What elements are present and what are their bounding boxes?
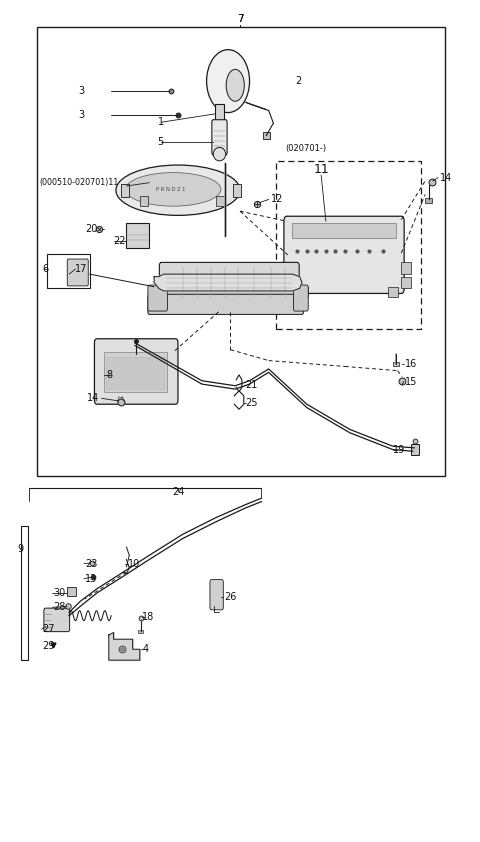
Bar <box>411 445 420 455</box>
Text: 21: 21 <box>245 380 257 390</box>
Text: 28: 28 <box>53 602 65 612</box>
Bar <box>297 287 308 296</box>
FancyBboxPatch shape <box>159 263 299 302</box>
Text: 2: 2 <box>295 76 301 86</box>
FancyBboxPatch shape <box>148 285 168 311</box>
Text: 6: 6 <box>42 264 48 274</box>
Bar <box>67 587 76 595</box>
Bar <box>47 254 90 288</box>
Text: 17: 17 <box>75 264 88 274</box>
Text: 12: 12 <box>271 195 283 205</box>
Text: 8: 8 <box>107 370 112 380</box>
Text: (020701-): (020701-) <box>285 144 326 152</box>
Text: 26: 26 <box>225 592 237 602</box>
Bar <box>276 161 421 328</box>
Text: 9: 9 <box>17 544 23 553</box>
Text: 3: 3 <box>79 109 85 120</box>
Text: (000510-020701)11: (000510-020701)11 <box>39 179 119 187</box>
Text: 3: 3 <box>79 86 85 96</box>
Bar <box>138 630 143 633</box>
Bar <box>263 132 270 139</box>
Bar <box>278 263 288 274</box>
Ellipse shape <box>116 165 240 216</box>
Polygon shape <box>154 274 302 291</box>
Text: 1: 1 <box>157 117 164 127</box>
Text: 15: 15 <box>405 376 417 386</box>
FancyBboxPatch shape <box>212 120 227 155</box>
Ellipse shape <box>206 50 250 113</box>
FancyBboxPatch shape <box>284 216 404 294</box>
Text: 22: 22 <box>114 237 126 247</box>
Ellipse shape <box>213 147 226 161</box>
Bar <box>291 223 396 238</box>
Bar <box>104 352 167 392</box>
Text: 14: 14 <box>441 173 453 183</box>
Bar <box>216 196 225 206</box>
Text: 10: 10 <box>128 559 140 568</box>
FancyBboxPatch shape <box>148 294 303 314</box>
Text: 18: 18 <box>142 611 155 621</box>
Ellipse shape <box>125 173 221 206</box>
Bar <box>140 196 148 206</box>
Polygon shape <box>109 632 140 660</box>
FancyBboxPatch shape <box>95 338 178 404</box>
Bar <box>215 104 224 120</box>
Bar <box>278 277 288 289</box>
FancyBboxPatch shape <box>44 608 70 632</box>
FancyBboxPatch shape <box>293 285 308 311</box>
Bar <box>393 362 399 366</box>
Bar <box>388 287 398 296</box>
Text: 25: 25 <box>245 397 257 408</box>
Bar <box>107 357 164 389</box>
Bar <box>126 223 149 248</box>
Text: P R N D 2 1: P R N D 2 1 <box>156 187 186 192</box>
Bar <box>22 526 28 660</box>
Text: 5: 5 <box>157 136 164 147</box>
Text: 20: 20 <box>85 224 97 234</box>
Text: 13: 13 <box>85 573 97 584</box>
Text: 16: 16 <box>405 359 417 369</box>
Text: 23: 23 <box>85 559 97 568</box>
Text: 30: 30 <box>53 588 65 598</box>
Text: 27: 27 <box>42 624 54 634</box>
Text: 24: 24 <box>172 488 184 498</box>
Text: 19: 19 <box>393 445 405 456</box>
Bar <box>233 184 241 197</box>
Bar <box>425 198 432 203</box>
Text: 11: 11 <box>313 163 329 176</box>
Text: 4: 4 <box>142 644 148 654</box>
Bar <box>401 263 411 274</box>
Text: 7: 7 <box>237 14 243 24</box>
Text: 14: 14 <box>87 393 99 403</box>
Bar <box>120 184 129 197</box>
FancyBboxPatch shape <box>67 259 88 286</box>
Bar <box>401 277 411 289</box>
Text: 29: 29 <box>42 641 54 651</box>
Ellipse shape <box>226 69 244 101</box>
Text: 7: 7 <box>237 14 243 24</box>
Bar <box>37 27 445 476</box>
FancyBboxPatch shape <box>210 579 223 610</box>
